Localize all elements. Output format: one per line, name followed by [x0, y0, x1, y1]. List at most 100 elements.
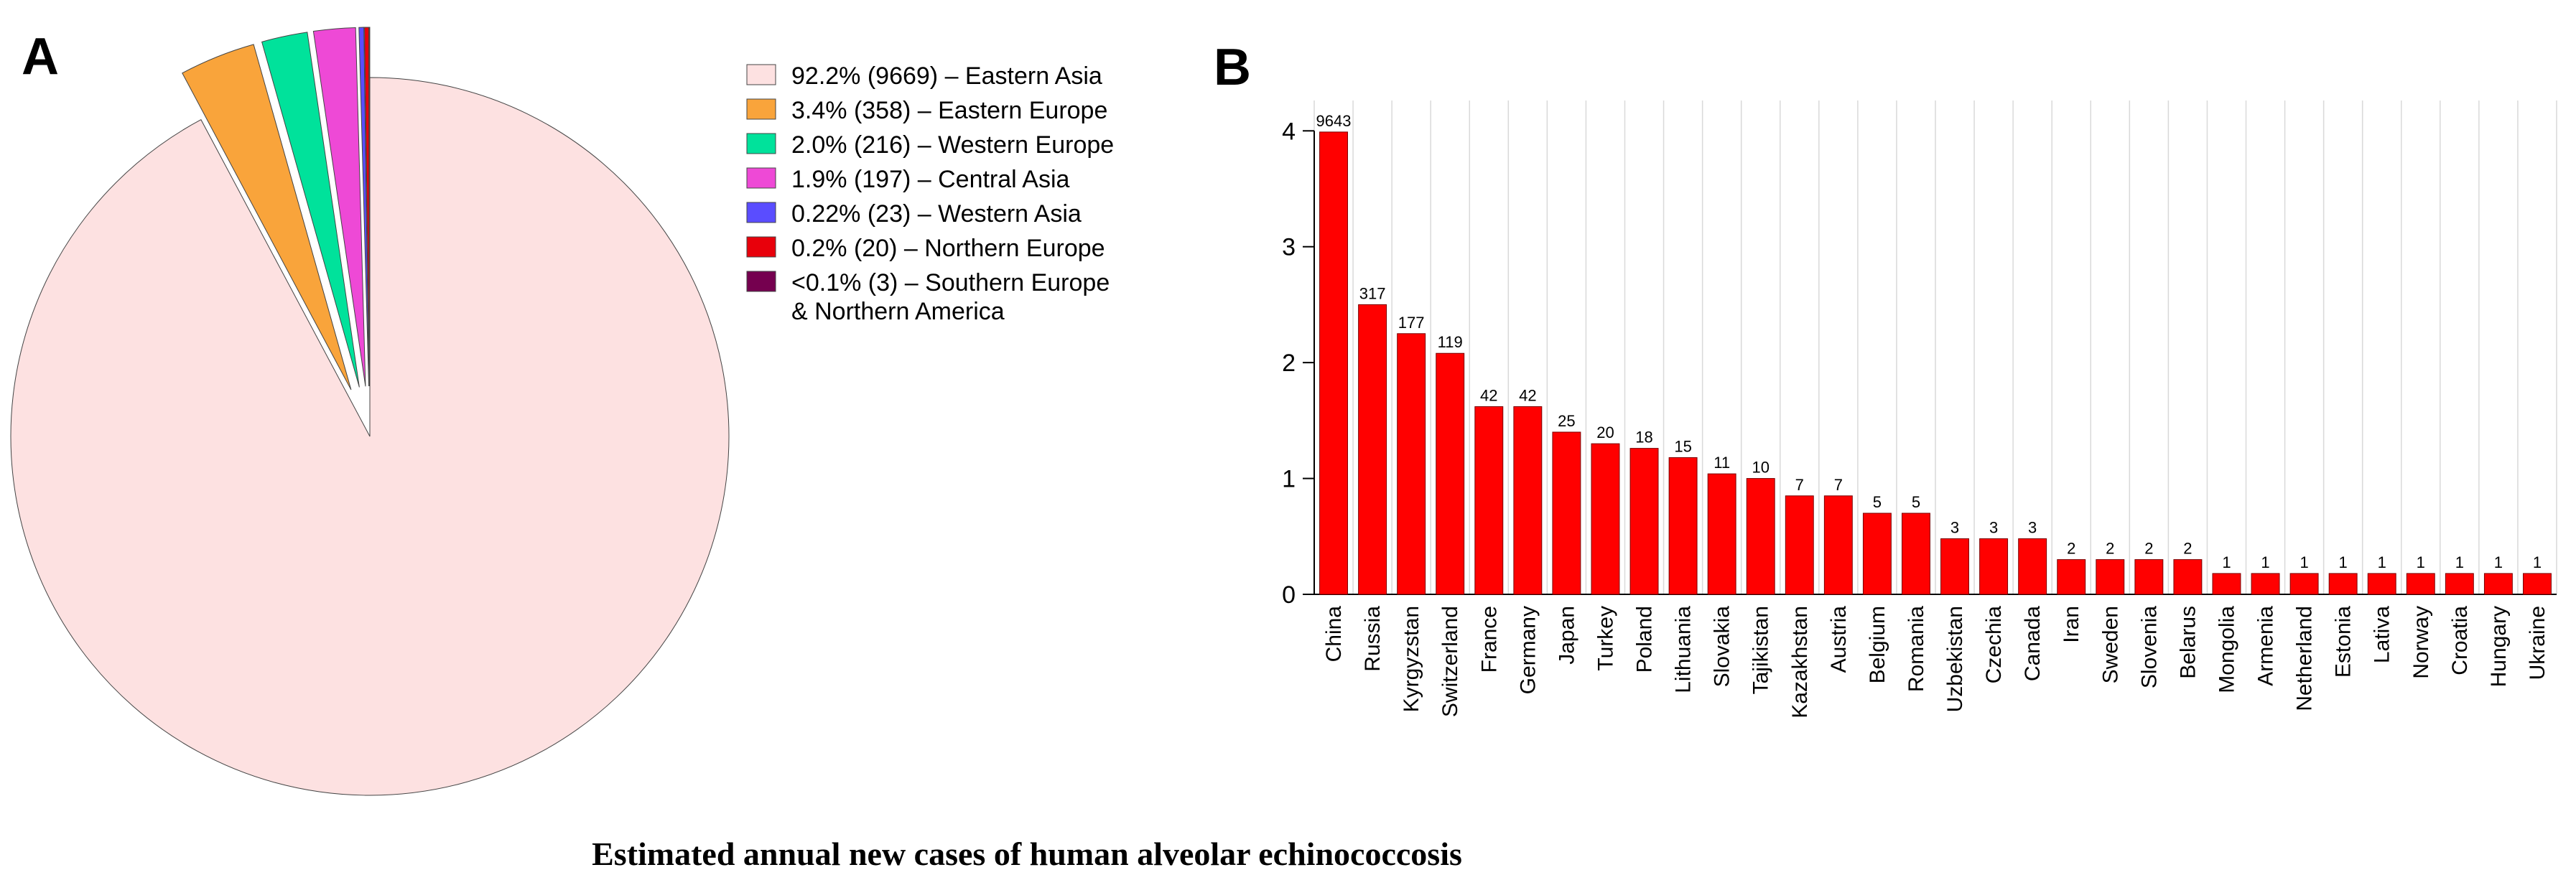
bar-turkey [1591, 443, 1620, 595]
data-label-iran: 2 [2067, 540, 2075, 558]
bar-belgium [1862, 513, 1892, 595]
category-label-france: France [1477, 606, 1501, 673]
bar-mongolia [2212, 573, 2241, 595]
data-label-armenia: 1 [2261, 553, 2269, 571]
legend-swatch [746, 271, 776, 292]
category-label-romania: Romania [1905, 606, 1928, 692]
pie-slice-eastern-asia [10, 77, 730, 796]
bar-austria [1823, 495, 1853, 595]
y-tick-label: 4 [1282, 118, 1296, 145]
data-label-tajikistan: 10 [1752, 459, 1769, 477]
bar-croatia [2445, 573, 2474, 595]
category-label-tajikistan: Tajikistan [1749, 606, 1773, 694]
data-label-germany: 42 [1519, 386, 1536, 404]
data-label-estonia: 1 [2339, 553, 2348, 571]
category-label-armenia: Armenia [2254, 606, 2278, 686]
bar-lithuania [1668, 457, 1698, 595]
panel-a-label: A [22, 28, 59, 85]
category-label-russia: Russia [1361, 606, 1385, 672]
bar-tajikistan [1746, 478, 1775, 595]
legend-swatch [746, 236, 776, 258]
pie-slice-southern-europe-northern-america [368, 27, 371, 387]
bar-kazakhstan [1785, 495, 1814, 595]
category-label-canada: Canada [2021, 606, 2045, 681]
data-label-sweden: 2 [2106, 540, 2114, 558]
y-tick-label: 1 [1282, 466, 1296, 493]
bar-sweden [2096, 559, 2125, 595]
data-label-hungary: 1 [2494, 553, 2503, 571]
data-label-romania: 5 [1912, 493, 1920, 511]
data-label-switzerland: 119 [1438, 333, 1463, 351]
category-label-kyrgyzstan: Kyrgyzstan [1400, 606, 1423, 712]
pie-slice-western-europe [261, 32, 360, 388]
category-label-norway: Norway [2409, 606, 2433, 679]
data-label-belgium: 5 [1873, 493, 1882, 511]
data-label-mongolia: 1 [2222, 553, 2231, 571]
data-label-netherland: 1 [2300, 553, 2308, 571]
legend-swatch [746, 64, 776, 85]
category-label-kazakhstan: Kazakhstan [1788, 606, 1812, 719]
data-label-norway: 1 [2417, 553, 2425, 571]
legend-swatch [746, 167, 776, 189]
legend-label: 3.4% (358) – Eastern Europe [791, 97, 1107, 124]
category-label-lithuania: Lithuania [1672, 606, 1696, 693]
bar-slovakia [1707, 473, 1736, 595]
category-label-hungary: Hungary [2487, 606, 2511, 687]
data-label-france: 42 [1480, 386, 1497, 404]
legend-label: 1.9% (197) – Central Asia [791, 166, 1070, 193]
category-label-lativa: Lativa [2371, 606, 2394, 663]
data-label-czechia: 3 [1989, 519, 1998, 537]
category-label-estonia: Estonia [2332, 606, 2356, 678]
bar-slovenia [2134, 559, 2164, 595]
data-label-kyrgyzstan: 177 [1398, 314, 1425, 332]
category-label-netherland: Netherland [2293, 606, 2317, 711]
data-label-china: 9643 [1316, 112, 1352, 130]
bar-france [1474, 406, 1504, 595]
data-label-slovenia: 2 [2144, 540, 2153, 558]
bar-norway [2406, 573, 2435, 595]
legend-label: 92.2% (9669) – Eastern Asia [791, 62, 1102, 90]
data-label-japan: 25 [1558, 412, 1575, 430]
data-label-uzbekistan: 3 [1950, 519, 1959, 537]
data-label-poland: 18 [1635, 429, 1652, 446]
category-label-czechia: Czechia [1982, 606, 2006, 684]
data-label-canada: 3 [2028, 519, 2037, 537]
y-tick-label: 2 [1282, 350, 1296, 377]
bar-czechia [1979, 538, 2009, 595]
data-label-croatia: 1 [2455, 553, 2464, 571]
category-label-switzerland: Switzerland [1438, 606, 1462, 717]
category-label-belarus: Belarus [2176, 606, 2200, 679]
bar-canada [2018, 538, 2047, 595]
legend-swatch [746, 202, 776, 223]
data-label-slovakia: 11 [1714, 454, 1730, 472]
category-label-turkey: Turkey [1594, 606, 1617, 671]
category-label-poland: Poland [1633, 606, 1657, 673]
bar-armenia [2251, 573, 2280, 595]
bar-germany [1513, 406, 1543, 595]
bar-ukraine [2523, 573, 2552, 595]
legend-label: 2.0% (216) – Western Europe [791, 131, 1114, 159]
category-label-germany: Germany [1516, 606, 1540, 694]
data-label-lithuania: 15 [1674, 438, 1691, 456]
category-label-slovakia: Slovakia [1711, 606, 1734, 688]
pie-slice-western-asia [358, 27, 370, 387]
category-label-belgium: Belgium [1866, 606, 1889, 683]
bar-kyrgyzstan [1397, 333, 1426, 595]
legend-label: <0.1% (3) – Southern Europe [791, 269, 1110, 296]
category-label-japan: Japan [1555, 606, 1578, 665]
bar-japan [1552, 431, 1581, 595]
legend-label: 0.22% (23) – Western Asia [791, 200, 1082, 228]
bar-belarus [2173, 559, 2203, 595]
category-label-slovenia: Slovenia [2137, 606, 2161, 688]
data-label-lativa: 1 [2378, 553, 2386, 571]
category-label-croatia: Croatia [2448, 606, 2472, 675]
bar-netherland [2289, 573, 2319, 595]
data-label-belarus: 2 [2183, 540, 2192, 558]
pie-slice-central-asia [312, 27, 366, 387]
figure-caption: Estimated annual new cases of human alve… [592, 836, 1462, 872]
legend-swatch [746, 133, 776, 154]
pie-legend: 92.2% (9669) – Eastern Asia 3.4% (358) – … [746, 62, 1114, 325]
panel-b-label: B [1214, 39, 1251, 96]
